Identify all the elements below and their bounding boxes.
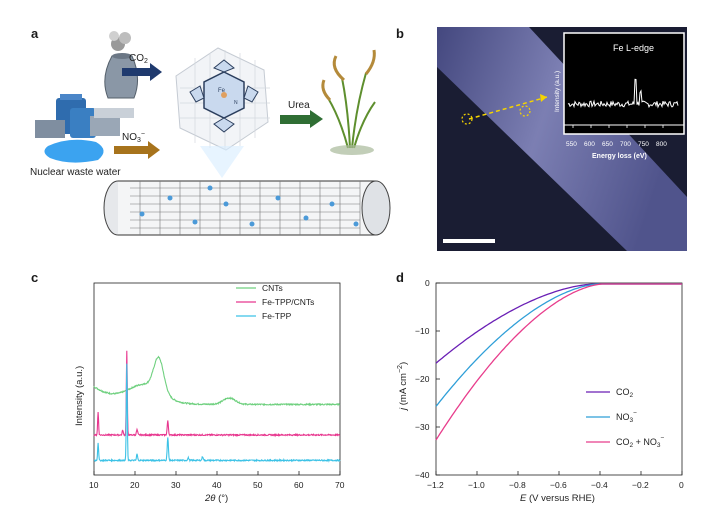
panel-d-label: d: [396, 270, 404, 285]
panel-b-micrograph: Fe L-edge Intensity (a.u.) 550 600 650 700 7…: [437, 27, 687, 251]
panel-d-chart: −1.2 −1.0 −0.8 −0.6 −0.4 −0.2 0 0 −10 −20 −30 −40 C…: [397, 278, 684, 504]
xrd-legend-label: Fe-TPP/CNTs: [262, 297, 314, 307]
xrd-series-2: [93, 363, 341, 463]
lsv-y-tick: −10: [415, 326, 430, 336]
lsv-x-tick: −1.2: [427, 480, 444, 490]
plant-icon: [35, 94, 134, 163]
urea-label: Urea: [288, 100, 310, 111]
xrd-x-tick: 10: [89, 480, 99, 490]
xrd-x-tick: 40: [212, 480, 222, 490]
xrd-x-tick: 70: [335, 480, 345, 490]
lsv-y-tick: −40: [415, 470, 430, 480]
lsv-x-tick: −0.4: [591, 480, 608, 490]
nanotube-bundle-image: [437, 27, 687, 251]
lsv-xlabel: E (V versus RHE): [520, 493, 595, 504]
lsv-legend-label: NO3−: [616, 410, 637, 424]
lsv-y-tick: 0: [425, 278, 430, 288]
lsv-x-tick: −1.0: [468, 480, 485, 490]
no3-arrow: [114, 141, 160, 159]
urea-arrow: [280, 110, 323, 128]
carbon-nanotube-icon: [103, 180, 391, 236]
eels-line-scan: [461, 94, 548, 125]
cooling-tower-icon: [104, 31, 138, 99]
lsv-x-tick: 0: [679, 480, 684, 490]
inset-title: Fe L-edge: [613, 43, 654, 53]
nuclear-waste-label: Nuclear waste water: [30, 167, 121, 178]
lsv-x-tick: −0.8: [509, 480, 526, 490]
xrd-series-0: [93, 355, 341, 407]
eels-inset: Fe L-edge Intensity (a.u.) 550 600 650 700 7…: [554, 32, 685, 160]
xrd-ylabel: Intensity (a.u.): [74, 366, 85, 426]
panel-a-label: a: [31, 26, 39, 41]
inset-tick-label: 650: [602, 141, 613, 148]
inset-ylabel: Intensity (a.u.): [554, 71, 561, 112]
xrd-legend-label: CNTs: [262, 283, 283, 293]
n-atom-label: N: [234, 100, 238, 106]
lsv-ylabel: j (mA cm−2): [397, 362, 409, 412]
lsv-legend-label: CO2 + NO3−: [616, 435, 665, 449]
lsv-y-tick: −20: [415, 374, 430, 384]
xrd-x-tick: 50: [253, 480, 263, 490]
panel-c-chart: 10 20 30 40 50 60 70 CNTs Fe-TPP/CNTs Fe-TPP Int…: [74, 282, 345, 504]
co2-arrow: [122, 63, 162, 81]
inset-tick-label: 550: [566, 141, 577, 148]
inset-tick-label: 800: [656, 141, 667, 148]
xrd-x-tick: 60: [294, 480, 304, 490]
panel-b-label: b: [396, 26, 404, 41]
lsv-series-2: [435, 283, 682, 441]
fe-atom-label: Fe: [218, 88, 226, 94]
lsv-x-tick: −0.6: [550, 480, 567, 490]
inset-tick-label: 600: [584, 141, 595, 148]
lsv-legend-label: CO2: [616, 387, 634, 399]
inset-xlabel: Energy loss (eV): [592, 153, 647, 160]
inset-tick-label: 750: [638, 141, 649, 148]
xrd-x-tick: 30: [171, 480, 181, 490]
lsv-x-tick: −0.2: [632, 480, 649, 490]
xrd-xlabel: 2θ (°): [204, 493, 228, 504]
panel-c-label: c: [31, 270, 39, 285]
panel-a-schematic: Nuclear waste water CO2 NO3− Urea Fe N: [30, 31, 391, 236]
xrd-plot-frame: [93, 282, 341, 476]
fe-tpp-graphene-icon: Fe N: [175, 47, 270, 178]
lsv-y-tick: −30: [415, 422, 430, 432]
no3-label: NO3−: [122, 131, 145, 144]
xrd-legend-label: Fe-TPP: [262, 311, 292, 321]
co2-label: CO2: [129, 53, 148, 65]
scale-bar: [443, 239, 495, 243]
eels-spectrum: [567, 78, 679, 109]
xrd-x-tick: 20: [130, 480, 140, 490]
lsv-series-1: [435, 283, 682, 407]
inset-tick-label: 700: [620, 141, 631, 148]
xrd-series-1: [93, 350, 341, 438]
rice-plant-icon: [321, 49, 376, 155]
